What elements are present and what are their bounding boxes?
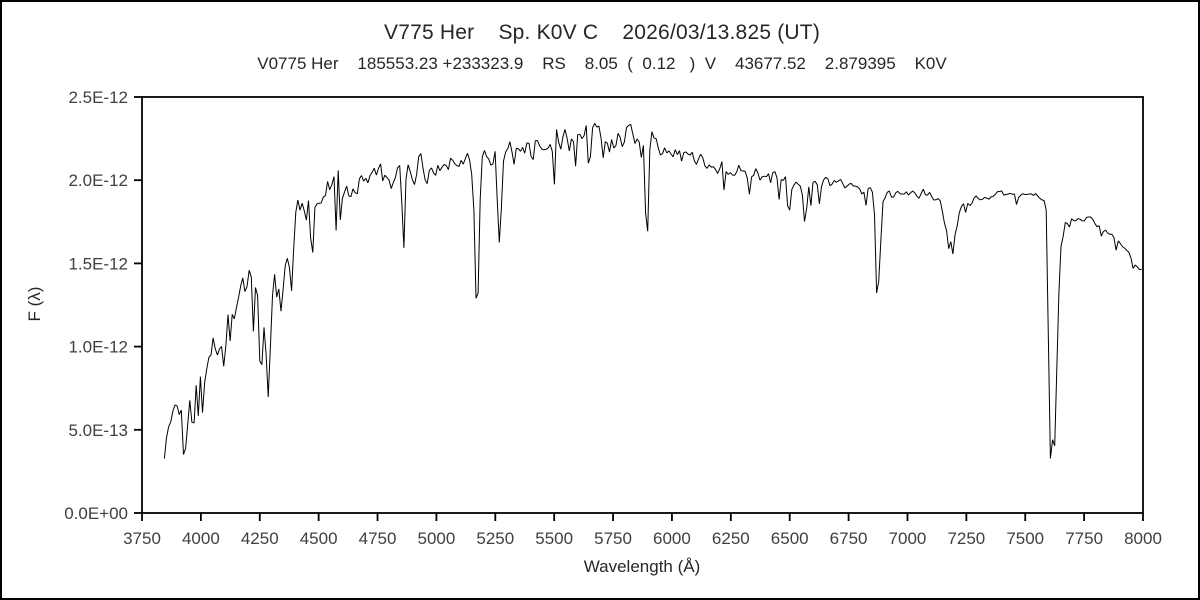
- x-tick-label: 8000: [1124, 529, 1162, 548]
- x-tick-label: 4500: [300, 529, 338, 548]
- x-tick-label: 7500: [1006, 529, 1044, 548]
- chart-subtitle: V0775 Her 185553.23 +233323.9 RS 8.05 ( …: [257, 54, 947, 73]
- x-tick-label: 4750: [359, 529, 397, 548]
- x-tick-label: 6750: [830, 529, 868, 548]
- x-tick-label: 5500: [535, 529, 573, 548]
- x-axis-title: Wavelength (Å): [584, 557, 701, 576]
- x-tick-label: 7750: [1065, 529, 1103, 548]
- y-tick-label: 2.0E-12: [68, 171, 128, 190]
- x-tick-label: 7000: [889, 529, 927, 548]
- spectrum-line: [163, 123, 1142, 459]
- y-tick-label: 5.0E-13: [68, 421, 128, 440]
- x-tick-label: 5000: [417, 529, 455, 548]
- chart-title: V775 Her Sp. K0V C 2026/03/13.825 (UT): [383, 21, 821, 44]
- x-tick-label: 5750: [594, 529, 632, 548]
- x-tick-label: 4000: [182, 529, 220, 548]
- y-tick-label: 0.0E+00: [64, 504, 128, 523]
- x-tick-label: 4250: [241, 529, 279, 548]
- x-tick-label: 6500: [771, 529, 809, 548]
- x-tick-label: 6000: [653, 529, 691, 548]
- x-tick-label: 6250: [712, 529, 750, 548]
- plot-box: [141, 96, 1144, 514]
- x-tick-label: 3750: [123, 529, 161, 548]
- y-tick-label: 1.5E-12: [68, 254, 128, 273]
- spectrum-layer: [163, 123, 1142, 459]
- y-axis-title: F (λ): [25, 287, 44, 322]
- x-tick-label: 5250: [476, 529, 514, 548]
- x-tick-label: 7250: [947, 529, 985, 548]
- axes-layer: 3750 4000 4250 4500 4750 5000 5250 5500 5750 6000…: [64, 88, 1162, 548]
- y-tick-label: 1.0E-12: [68, 338, 128, 357]
- y-tick-label: 2.5E-12: [68, 88, 128, 107]
